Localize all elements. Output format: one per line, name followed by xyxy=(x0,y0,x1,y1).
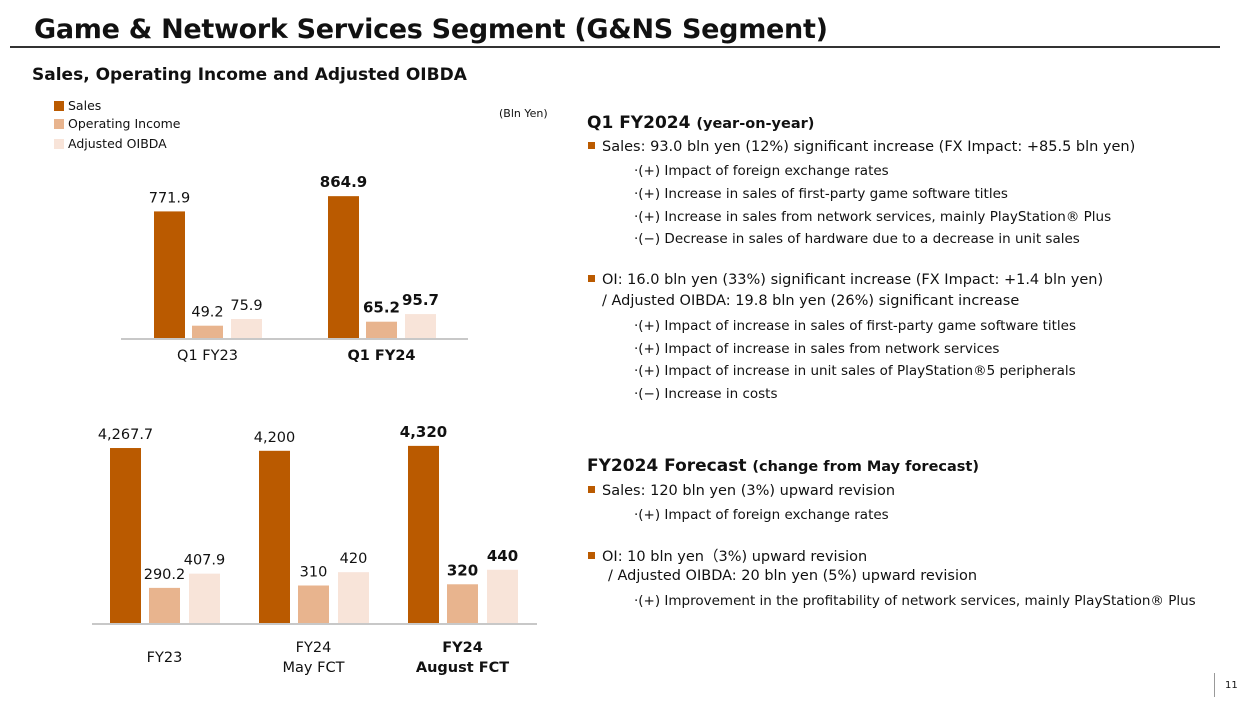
data-label-sales: 4,200 xyxy=(254,430,296,446)
page-number: 11 xyxy=(1225,680,1238,691)
q1-oi-item: ·(+) Impact of increase in sales from ne… xyxy=(634,341,1000,357)
forecast-sales-text: Sales: 120 bln yen (3%) upward revision xyxy=(602,483,896,499)
bar-sales xyxy=(154,211,185,338)
data-label-sales: 4,267.7 xyxy=(98,427,153,443)
forecast-heading-note: (change from May forecast) xyxy=(752,459,979,475)
q1-oibda-line: / Adjusted OIBDA: 19.8 bln yen (26%) sig… xyxy=(602,293,1020,309)
title-divider xyxy=(10,46,1220,48)
q1-sales-item: ·(+) Impact of foreign exchange rates xyxy=(634,163,889,179)
q1-oi-line: OI: 16.0 bln yen (33%) significant incre… xyxy=(588,272,1103,288)
forecast-oi-line: OI: 10 bln yen（3%) upward revision xyxy=(588,545,867,566)
bar-sales xyxy=(259,450,290,623)
forecast-sales-line: Sales: 120 bln yen (3%) upward revision xyxy=(588,483,895,499)
bar-adjusted-oibda xyxy=(189,573,220,623)
forecast-heading-text: FY2024 Forecast xyxy=(587,456,747,476)
page-title: Game & Network Services Segment (G&NS Se… xyxy=(34,14,828,45)
bar-operating-income xyxy=(298,585,329,623)
bar-adjusted-oibda xyxy=(231,319,262,338)
bar-adjusted-oibda xyxy=(338,572,369,623)
forecast-heading: FY2024 Forecast (change from May forecas… xyxy=(587,456,979,476)
data-label-adjusted-oibda: 95.7 xyxy=(402,291,439,309)
data-label-operating-income: 320 xyxy=(447,561,478,579)
page-number-divider xyxy=(1214,673,1215,697)
bullet-icon xyxy=(588,275,595,282)
bar-operating-income xyxy=(447,584,478,623)
legend-swatch-operating-income xyxy=(54,118,64,129)
legend-label: Adjusted OIBDA xyxy=(68,136,167,151)
bullet-icon xyxy=(588,486,595,493)
bar-operating-income xyxy=(149,587,180,623)
category-label: May FCT xyxy=(283,660,345,676)
bar-sales xyxy=(110,448,141,623)
category-label: FY23 xyxy=(147,650,183,666)
data-label-operating-income: 290.2 xyxy=(144,567,186,583)
category-label: Q1 FY24 xyxy=(347,348,415,364)
forecast-sales-item: ·(+) Impact of foreign exchange rates xyxy=(634,507,889,523)
category-label: Q1 FY23 xyxy=(177,348,238,364)
legend-item-adjusted-oibda: Adjusted OIBDA xyxy=(54,136,167,151)
legend-label: Operating Income xyxy=(68,116,181,131)
forecast-oi-text: OI: 10 bln yen（3%) upward revision xyxy=(602,549,868,565)
q1-heading: Q1 FY2024 (year-on-year) xyxy=(587,113,814,133)
bar-operating-income xyxy=(366,321,397,338)
legend-swatch-sales xyxy=(54,100,64,111)
legend-item-sales: Sales xyxy=(54,98,101,113)
data-label-sales: 864.9 xyxy=(320,173,367,191)
category-label: FY24 xyxy=(442,640,483,656)
q1-oi-item: ·(−) Increase in costs xyxy=(634,386,778,402)
q1-oi-item: ·(+) Impact of increase in unit sales of… xyxy=(634,363,1076,379)
q1-sales-item: ·(−) Decrease in sales of hardware due t… xyxy=(634,231,1080,247)
data-label-operating-income: 65.2 xyxy=(363,299,400,317)
data-label-operating-income: 310 xyxy=(300,564,328,580)
section-subtitle: Sales, Operating Income and Adjusted OIB… xyxy=(32,65,467,85)
unit-label: (Bln Yen) xyxy=(499,107,548,120)
data-label-adjusted-oibda: 75.9 xyxy=(230,298,262,314)
q1-sales-item: ·(+) Increase in sales of first-party ga… xyxy=(634,186,1008,202)
q1-heading-text: Q1 FY2024 xyxy=(587,113,691,133)
bullet-icon xyxy=(588,552,595,559)
forecast-oibda-line: / Adjusted OIBDA: 20 bln yen (5%) upward… xyxy=(608,568,978,584)
data-label-adjusted-oibda: 420 xyxy=(340,551,368,567)
bar-charts: 771.9 49.2 75.9 Q1 FY23 864.9 65.2 95.7 Q1 FY24… xyxy=(92,173,537,676)
data-label-operating-income: 49.2 xyxy=(191,305,223,321)
legend-label: Sales xyxy=(68,98,102,113)
bar-adjusted-oibda xyxy=(405,314,436,338)
data-label-sales: 771.9 xyxy=(149,190,191,206)
bar-sales xyxy=(328,196,359,338)
bullet-icon xyxy=(588,142,595,149)
data-label-adjusted-oibda: 440 xyxy=(487,547,518,565)
data-label-sales: 4,320 xyxy=(400,423,447,441)
q1-oi-item: ·(+) Impact of increase in sales of firs… xyxy=(634,318,1076,334)
legend-item-operating-income: Operating Income xyxy=(54,116,180,131)
q1-heading-note: (year-on-year) xyxy=(696,116,815,132)
q1-sales-text: Sales: 93.0 bln yen (12%) significant in… xyxy=(602,139,1136,155)
q1-oi-text: OI: 16.0 bln yen (33%) significant incre… xyxy=(602,272,1104,288)
bar-adjusted-oibda xyxy=(487,569,518,623)
legend-swatch-adjusted-oibda xyxy=(54,138,64,149)
data-label-adjusted-oibda: 407.9 xyxy=(184,553,226,569)
category-label: August FCT xyxy=(416,660,509,676)
q1-sales-item: ·(+) Increase in sales from network serv… xyxy=(634,209,1112,225)
bar-sales xyxy=(408,445,439,623)
forecast-oi-item: ·(+) Improvement in the profitability of… xyxy=(634,593,1196,609)
bar-operating-income xyxy=(192,325,223,338)
q1-sales-line: Sales: 93.0 bln yen (12%) significant in… xyxy=(588,139,1135,155)
category-label: FY24 xyxy=(296,640,332,656)
